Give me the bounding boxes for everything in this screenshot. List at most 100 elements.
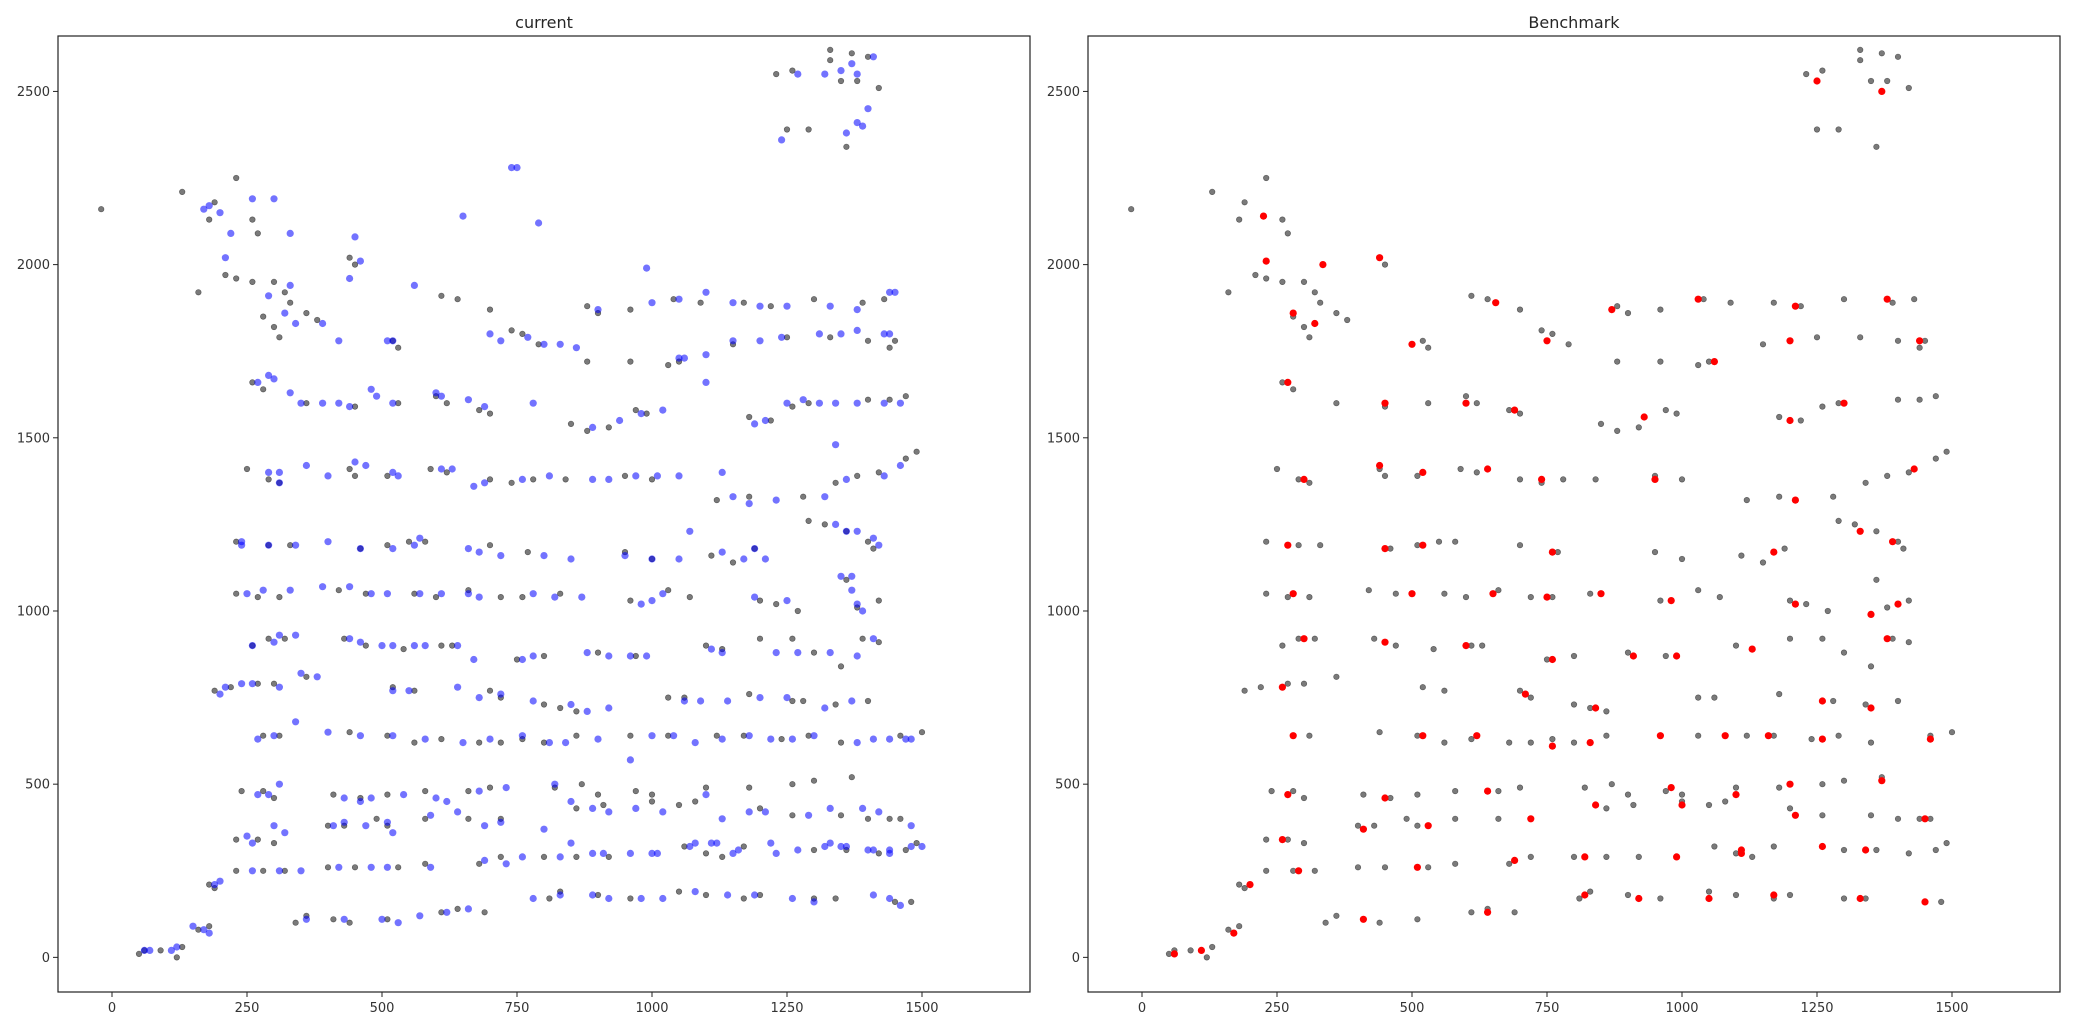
scatter-point (1770, 843, 1777, 850)
scatter-point (1225, 289, 1232, 296)
scatter-point (1776, 690, 1783, 698)
scatter-point (594, 306, 602, 314)
scatter-point (443, 908, 451, 916)
scatter-point (875, 541, 883, 549)
scatter-point (913, 839, 920, 847)
scatter-point (497, 593, 504, 601)
scatter-point (626, 652, 635, 660)
scatter-point (248, 867, 256, 875)
scatter-point (880, 472, 888, 480)
scatter-point (140, 946, 148, 955)
scatter-point (913, 448, 920, 455)
scatter-point (815, 330, 824, 338)
x-tick-label: 0 (1138, 1001, 1146, 1016)
scatter-point (1414, 822, 1421, 829)
scatter-point (486, 784, 494, 791)
scatter-point (880, 399, 888, 407)
scatter-point (896, 461, 905, 470)
scatter-point (853, 70, 861, 78)
chart-title: current (515, 13, 573, 32)
scatter-point (794, 70, 802, 78)
scatter-point (373, 815, 380, 822)
scatter-point (1894, 337, 1902, 344)
scatter-point (475, 694, 483, 702)
scatter-point (1300, 635, 1308, 643)
scatter-points (1128, 46, 1956, 961)
scatter-point (1489, 590, 1497, 598)
x-tick-label: 1000 (635, 1001, 668, 1016)
y-tick-label: 1500 (1047, 431, 1080, 446)
scatter-point (292, 541, 300, 549)
scatter-point (384, 791, 391, 798)
scatter-point (1236, 216, 1243, 223)
scatter-point (432, 794, 440, 802)
scatter-point (1414, 791, 1421, 798)
scatter-point (1521, 690, 1529, 698)
scatter-point (1241, 199, 1248, 206)
scatter-point (1425, 864, 1432, 871)
scatter-point (1203, 954, 1210, 961)
scatter-point (589, 849, 597, 858)
scatter-point (1603, 708, 1610, 715)
scatter-point (422, 815, 429, 822)
scatter-point (1570, 739, 1578, 746)
x-tick-label: 500 (1400, 1001, 1425, 1016)
scatter-point (1705, 894, 1713, 903)
scatter-point (1819, 635, 1826, 642)
scatter-point (756, 635, 764, 642)
scatter-point (567, 700, 575, 709)
scatter-point (529, 399, 537, 407)
scatter-point (702, 378, 710, 386)
scatter-point (626, 756, 635, 764)
scatter-point (886, 815, 893, 822)
scatter-point (1791, 496, 1799, 504)
scatter-point (761, 555, 770, 563)
scatter-point (292, 631, 300, 639)
scatter-point (594, 791, 602, 798)
scatter-point (173, 954, 180, 961)
scatter-point (832, 441, 840, 449)
scatter-point (778, 333, 786, 341)
scatter-point (702, 288, 710, 296)
scatter-point (540, 701, 548, 708)
scatter-point (206, 923, 213, 930)
scatter-point (1170, 950, 1178, 958)
scatter-point (519, 330, 526, 338)
scatter-point (627, 358, 634, 365)
scatter-point (1878, 87, 1886, 95)
scatter-point (1511, 909, 1518, 916)
scatter-point (869, 534, 878, 542)
scatter-point (1392, 642, 1399, 649)
scatter-point (1209, 943, 1216, 951)
scatter-point (918, 729, 926, 736)
scatter-point (675, 295, 683, 303)
scatter-point (1770, 891, 1778, 899)
scatter-point (1818, 697, 1826, 705)
scatter-point (1764, 732, 1772, 740)
scatter-point (1425, 400, 1432, 407)
scatter-point (1289, 590, 1297, 598)
scatter-point (724, 697, 732, 705)
scatter-point (270, 794, 278, 802)
x-tick-label: 0 (108, 1001, 116, 1016)
scatter-point (416, 912, 424, 920)
scatter-point (557, 590, 564, 597)
scatter-point (1236, 881, 1243, 888)
scatter-point (1884, 77, 1891, 85)
scatter-point (1587, 590, 1594, 597)
scatter-point (1695, 694, 1702, 701)
scatter-point (1300, 475, 1308, 483)
scatter-point (1808, 735, 1815, 743)
scatter-point (772, 849, 780, 858)
scatter-point (605, 808, 613, 816)
scatter-point (443, 797, 451, 806)
scatter-point (621, 472, 629, 480)
scatter-point (1776, 784, 1783, 791)
scatter-point (1257, 684, 1264, 691)
scatter-point (675, 354, 683, 362)
scatter-point (243, 465, 251, 473)
scatter-point (1187, 947, 1194, 954)
scatter-point (718, 649, 726, 657)
scatter-point (800, 697, 807, 705)
scatter-point (351, 864, 359, 871)
